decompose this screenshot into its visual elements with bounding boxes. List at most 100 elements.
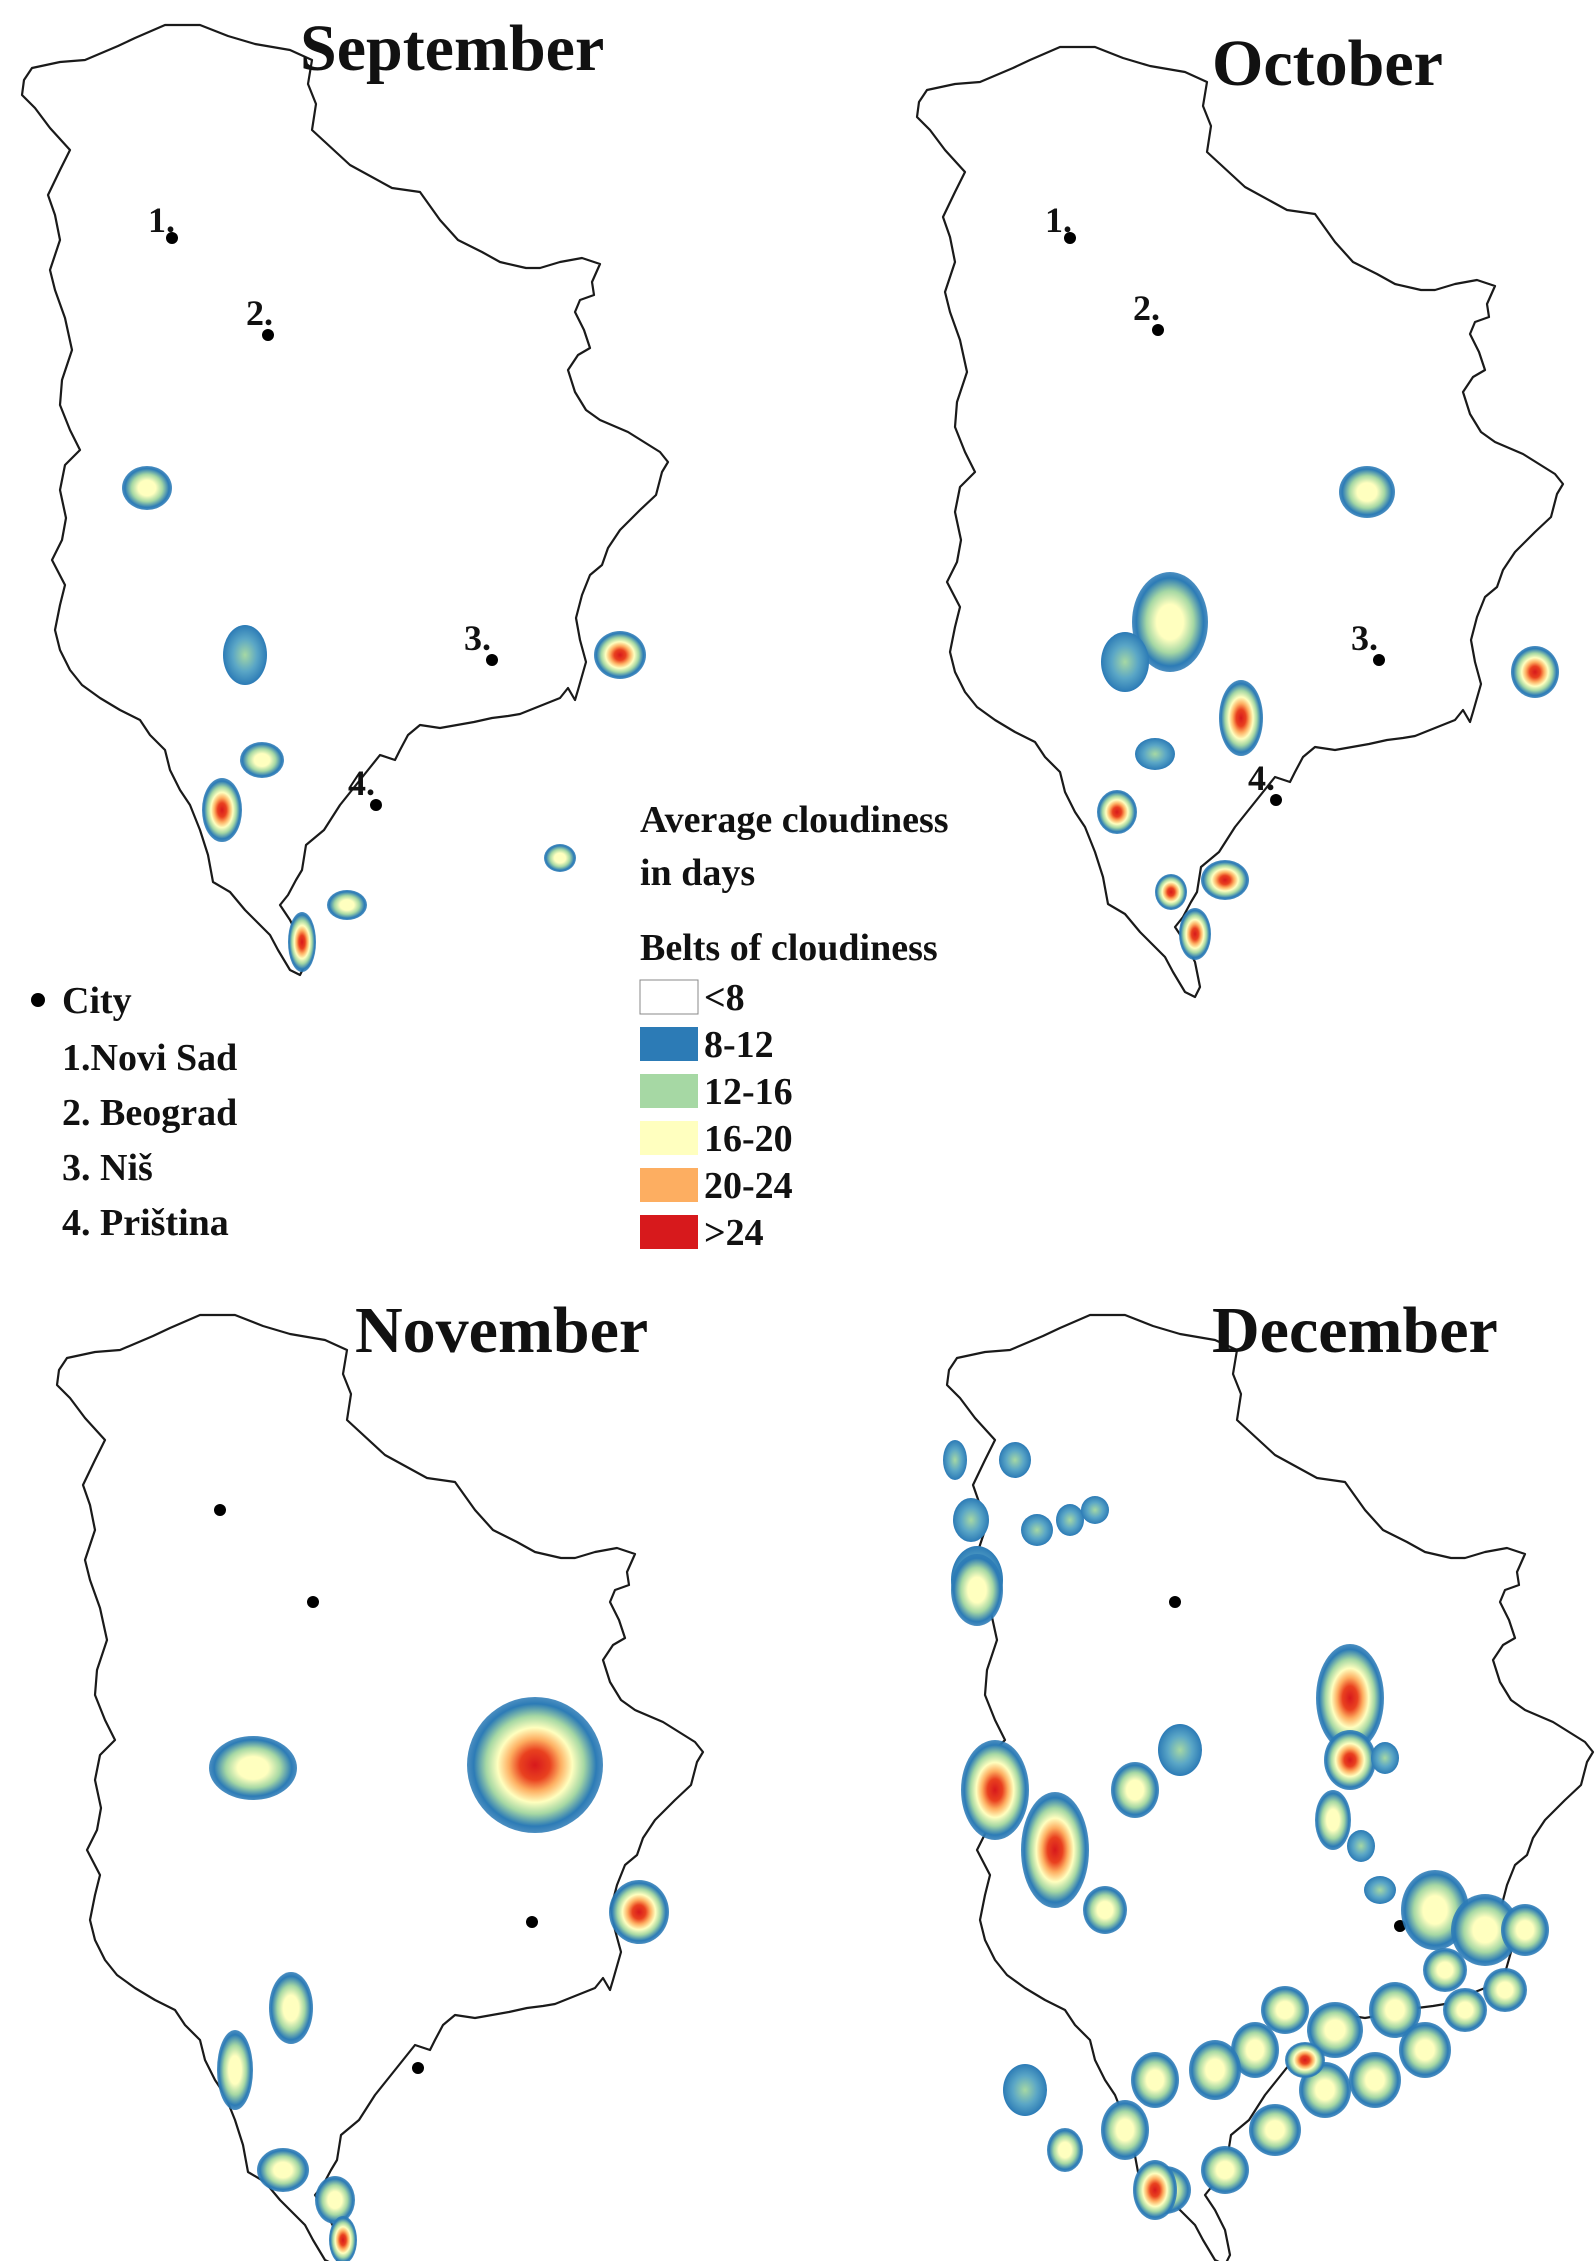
panel-title-december: December xyxy=(1212,1294,1498,1367)
cloud-patch xyxy=(122,466,172,510)
panel-september: September 1. 2. 3. 4. xyxy=(20,12,670,977)
cloud-patch xyxy=(1451,1894,1519,1966)
cloud-patch xyxy=(1081,1496,1109,1524)
cloud-patch xyxy=(953,1498,989,1542)
panel-title-november: November xyxy=(355,1294,648,1367)
city-list-item: 4. Priština xyxy=(62,1202,229,1244)
serbia-border xyxy=(55,1313,705,2261)
city-list-item: 1.Novi Sad xyxy=(62,1037,237,1079)
panel-december xyxy=(943,1313,1595,2261)
legend-swatch xyxy=(640,1027,698,1061)
legend-subtitle: Belts of cloudiness xyxy=(640,927,938,969)
city-list-title: City xyxy=(62,980,132,1022)
cloud-patch xyxy=(1339,466,1395,518)
cloud-patch xyxy=(217,2030,253,2110)
city-number-label: 3. xyxy=(464,618,491,658)
cloud-patch xyxy=(961,1740,1029,1840)
city-dot-pristina xyxy=(370,799,382,811)
panel-title-october: October xyxy=(1212,27,1443,100)
city-dot-beograd xyxy=(1169,1596,1181,1608)
cloud-patch xyxy=(1347,1830,1375,1862)
cloud-patch xyxy=(329,2216,357,2261)
city-list: City 1.Novi Sad 2. Beograd 3. Niš 4. Pri… xyxy=(31,980,237,1244)
cloud-patch xyxy=(202,778,242,842)
city-dot-pristina xyxy=(1270,794,1282,806)
cloud-patch xyxy=(1133,2160,1177,2220)
cloud-patch xyxy=(609,1880,669,1944)
cloud-patch xyxy=(315,2176,355,2224)
cloud-patch xyxy=(1003,2064,1047,2116)
cloud-patch xyxy=(1056,1504,1084,1536)
city-dot-nis xyxy=(526,1916,538,1928)
legend-swatch xyxy=(639,979,699,1015)
legend-title-line2: in days xyxy=(640,852,755,894)
city-dot-novi-sad xyxy=(166,232,178,244)
legend-swatch xyxy=(640,1074,698,1108)
city-list-item: 3. Niš xyxy=(62,1147,153,1189)
cloud-patch xyxy=(1189,2040,1241,2100)
cloud-patch xyxy=(1047,2128,1083,2172)
cloud-patch xyxy=(1423,1948,1467,1992)
cloud-patch xyxy=(1101,632,1149,692)
serbia-border xyxy=(20,23,670,977)
cloud-patch xyxy=(467,1697,603,1833)
city-dot-nis xyxy=(486,654,498,666)
legend-label: 16-20 xyxy=(704,1118,793,1160)
city-marker-icon xyxy=(31,993,45,1007)
cloud-patch xyxy=(1179,908,1211,960)
legend: Average cloudiness in days Belts of clou… xyxy=(639,799,949,1254)
cloud-patch xyxy=(1097,790,1137,834)
city-dot-pristina xyxy=(412,2062,424,2074)
legend-title-line1: Average cloudiness xyxy=(640,799,949,841)
city-number-label: 4. xyxy=(1248,758,1275,798)
panel-october: 1.2.3.4. xyxy=(915,45,1565,999)
cloud-patch xyxy=(1219,680,1263,756)
cloud-patch xyxy=(327,890,367,920)
cloud-patch xyxy=(1131,2052,1179,2108)
cloud-patch xyxy=(1231,2022,1279,2078)
legend-swatch xyxy=(640,1121,698,1155)
cloud-patch xyxy=(1155,874,1187,910)
cloud-patch xyxy=(269,1972,313,2044)
cloud-patch xyxy=(1021,1792,1089,1908)
panel-title-september: September xyxy=(300,12,604,85)
cloud-patch xyxy=(1364,1876,1396,1904)
city-dot-beograd xyxy=(307,1596,319,1608)
legend-items: <8 8-12 12-16 16-20 20-24 >24 xyxy=(639,977,793,1254)
cloud-patch xyxy=(1483,1968,1527,2012)
cloud-patch xyxy=(209,1736,297,1800)
legend-swatch xyxy=(640,1215,698,1249)
city-dot-nis xyxy=(1373,654,1385,666)
cloud-patch xyxy=(544,844,576,872)
panel-november xyxy=(55,1313,705,2261)
cloud-patch xyxy=(594,631,646,679)
city-number-label: 3. xyxy=(1351,618,1378,658)
cloud-patch xyxy=(1285,2042,1325,2078)
cloud-patch xyxy=(1307,2002,1363,2058)
legend-label: 8-12 xyxy=(704,1024,774,1066)
legend-label: <8 xyxy=(704,977,745,1019)
cloud-patch xyxy=(1249,2104,1301,2156)
cloud-patch xyxy=(240,742,284,778)
cloud-patch xyxy=(257,2148,309,2192)
legend-label: >24 xyxy=(704,1212,764,1254)
cloud-patch xyxy=(288,912,316,972)
cloud-patch xyxy=(943,1440,967,1480)
cloud-patch xyxy=(1101,2100,1149,2160)
cloud-patch xyxy=(1399,2022,1451,2078)
cloud-patch xyxy=(951,1554,1003,1626)
city-dot-novi-sad xyxy=(214,1504,226,1516)
cloud-patch xyxy=(1371,1742,1399,1774)
cloud-patch xyxy=(1261,1986,1309,2034)
city-number-label: 2. xyxy=(1133,288,1160,328)
serbia-border xyxy=(915,45,1565,999)
legend-label: 12-16 xyxy=(704,1071,793,1113)
cloud-patch xyxy=(1135,738,1175,770)
cloud-patch xyxy=(1511,646,1559,698)
cloud-patch xyxy=(1021,1514,1053,1546)
cloud-patch xyxy=(1158,1724,1202,1776)
cloud-patch xyxy=(1501,1904,1549,1956)
city-number-label: 2. xyxy=(246,293,273,333)
city-dot-novi-sad xyxy=(1064,232,1076,244)
cloud-patch xyxy=(1316,1644,1384,1752)
